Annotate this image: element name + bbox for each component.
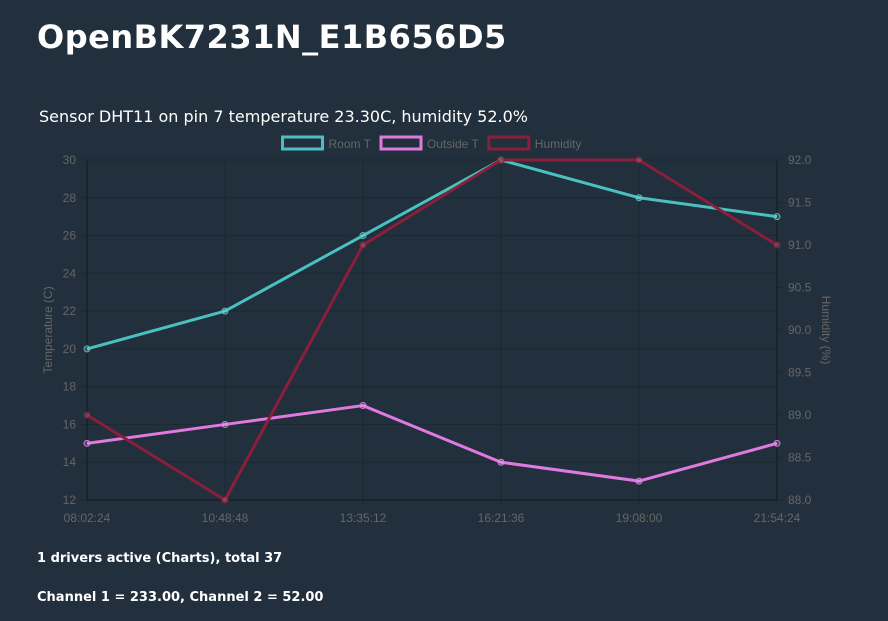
y-right-tick-label: 89.5 — [788, 366, 812, 380]
y-right-tick-label: 91.0 — [788, 238, 812, 252]
y-left-axis-title: Temperature (C) — [41, 286, 55, 373]
y-right-tick-label: 92.0 — [788, 153, 812, 167]
y-left-tick-label: 14 — [63, 455, 77, 469]
x-tick-label: 16:21:36 — [478, 511, 525, 525]
y-left-tick-label: 28 — [63, 191, 77, 205]
data-point — [773, 439, 781, 447]
channels-status: Channel 1 = 233.00, Channel 2 = 52.00 — [37, 590, 324, 605]
data-point — [359, 232, 367, 240]
y-left-tick-label: 22 — [63, 304, 77, 318]
chart-series — [83, 156, 781, 504]
y-left-tick-label: 24 — [63, 266, 77, 280]
sensor-chart: Room T Outside T Humidity 30 28 26 24 22 20 18 16… — [41, 135, 833, 525]
y-left-tick-label: 12 — [63, 493, 77, 507]
series-line — [86, 404, 778, 483]
data-point — [497, 156, 505, 164]
chart-axes: 30 28 26 24 22 20 18 16 14 12 92.0 91.5 91.0 90.5 90.0… — [41, 153, 833, 525]
y-left-tick-label: 16 — [63, 417, 77, 431]
x-tick-label: 19:08:00 — [616, 511, 663, 525]
data-point — [221, 496, 229, 504]
x-tick-label: 21:54:24 — [754, 511, 801, 525]
page-title: OpenBK7231N_E1B656D5 — [37, 18, 507, 56]
y-right-tick-label: 88.0 — [788, 493, 812, 507]
legend-swatch — [281, 135, 325, 151]
data-point — [83, 345, 91, 353]
series-line — [86, 158, 778, 351]
x-tick-label: 08:02:24 — [64, 511, 111, 525]
legend-label: Outside T — [427, 137, 479, 151]
data-point — [773, 241, 781, 249]
legend-swatch — [379, 135, 423, 151]
y-right-axis-title: Humidity (%) — [819, 296, 833, 365]
data-point — [635, 194, 643, 202]
data-point — [83, 411, 91, 419]
data-point — [497, 458, 505, 466]
chart-grid — [81, 159, 783, 506]
series-line — [86, 158, 778, 502]
chart-legend: Room T Outside T Humidity — [281, 135, 582, 151]
sensor-status: Sensor DHT11 on pin 7 temperature 23.30C… — [39, 107, 528, 126]
x-tick-label: 13:35:12 — [340, 511, 387, 525]
y-right-tick-label: 90.0 — [788, 323, 812, 337]
data-point — [635, 477, 643, 485]
data-point — [635, 156, 643, 164]
legend-label: Room T — [329, 137, 372, 151]
y-left-tick-label: 26 — [63, 229, 77, 243]
y-right-tick-label: 91.5 — [788, 196, 812, 210]
drivers-status: 1 drivers active (Charts), total 37 — [37, 551, 283, 566]
y-right-tick-label: 89.0 — [788, 408, 812, 422]
data-point — [773, 213, 781, 221]
x-tick-label: 10:48:48 — [202, 511, 249, 525]
data-point — [221, 307, 229, 315]
legend-swatch — [487, 135, 531, 151]
y-left-tick-label: 18 — [63, 380, 77, 394]
y-right-tick-label: 88.5 — [788, 451, 812, 465]
data-point — [359, 402, 367, 410]
y-left-tick-label: 30 — [63, 153, 77, 167]
legend-label: Humidity — [535, 137, 582, 151]
data-point — [221, 420, 229, 428]
y-left-tick-label: 20 — [63, 342, 77, 356]
data-point — [359, 241, 367, 249]
data-point — [83, 439, 91, 447]
y-right-tick-label: 90.5 — [788, 281, 812, 295]
